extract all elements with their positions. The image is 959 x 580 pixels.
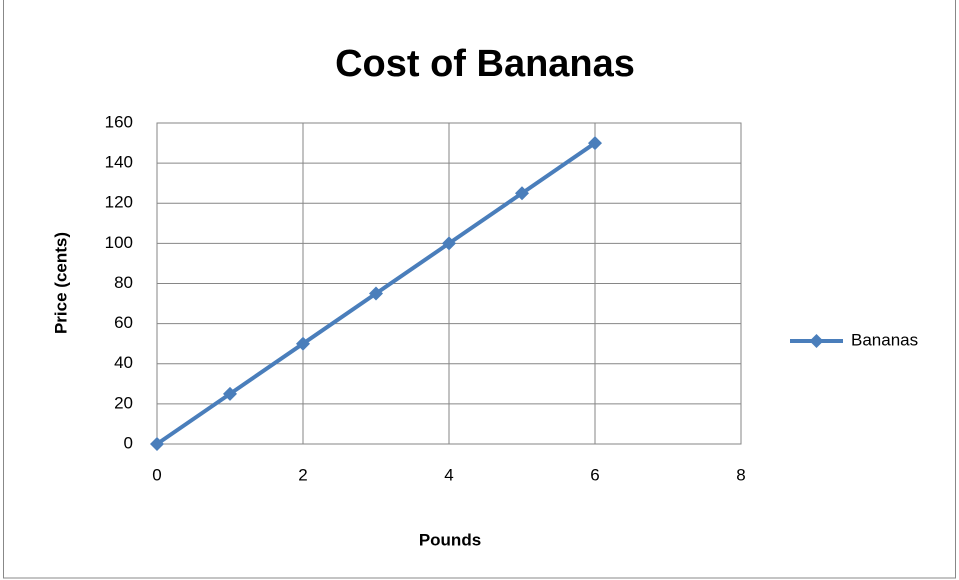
x-tick-label: 6: [590, 465, 599, 484]
chart-border: [3, 0, 956, 579]
data-point: [150, 437, 164, 451]
data-point: [223, 386, 237, 401]
y-tick-label: 80: [114, 273, 133, 292]
x-tick-label: 2: [298, 465, 307, 484]
y-tick-label: 120: [105, 193, 133, 212]
data-point: [296, 336, 310, 351]
y-tick-label: 40: [114, 353, 133, 372]
y-tick-label: 140: [105, 153, 133, 172]
data-point: [588, 136, 602, 151]
x-tick-label: 0: [152, 465, 161, 484]
data-point: [442, 236, 456, 251]
x-axis-label: Pounds: [419, 530, 481, 549]
legend-marker: [809, 334, 824, 348]
legend-label: Bananas: [851, 330, 918, 349]
y-tick-label: 60: [114, 313, 133, 332]
x-tick-label: 8: [736, 465, 745, 484]
data-point: [515, 186, 529, 201]
x-tick-label: 4: [444, 465, 453, 484]
chart-title: Cost of Bananas: [335, 43, 635, 85]
y-tick-label: 100: [105, 233, 133, 252]
y-tick-label: 0: [124, 433, 133, 452]
data-point: [369, 286, 383, 301]
y-axis-label: Price (cents): [51, 232, 70, 334]
y-tick-label: 20: [114, 393, 133, 412]
y-tick-label: 160: [105, 112, 133, 131]
